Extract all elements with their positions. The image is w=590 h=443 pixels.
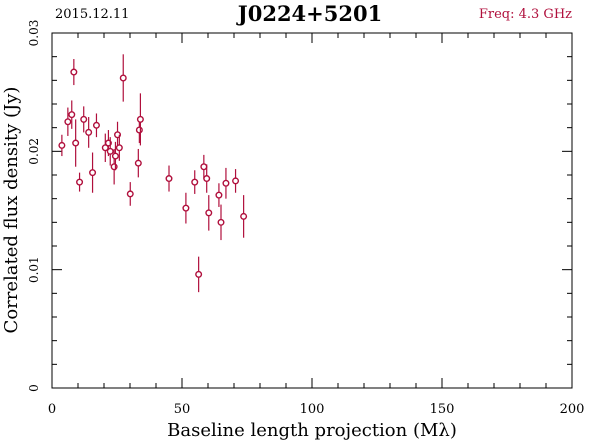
data-point xyxy=(232,169,240,193)
point-marker xyxy=(70,68,78,76)
data-point xyxy=(89,152,97,193)
data-point xyxy=(80,106,88,133)
point-marker xyxy=(240,212,248,220)
point-marker xyxy=(85,128,93,136)
y-tick-label: 0.02 xyxy=(27,138,41,165)
data-points xyxy=(58,54,248,293)
point-marker xyxy=(58,141,66,149)
point-marker xyxy=(165,175,173,183)
data-point xyxy=(136,93,144,146)
point-marker xyxy=(205,209,213,217)
x-tick-label: 150 xyxy=(430,402,455,417)
point-marker xyxy=(92,121,100,129)
data-point xyxy=(165,165,173,192)
point-marker xyxy=(182,204,190,212)
point-marker xyxy=(217,218,225,226)
point-marker xyxy=(191,178,199,186)
data-point xyxy=(240,195,248,238)
point-marker xyxy=(115,144,123,152)
point-marker xyxy=(110,163,118,171)
point-marker xyxy=(68,111,76,119)
point-marker xyxy=(232,177,240,185)
point-marker xyxy=(203,175,211,183)
data-point xyxy=(68,100,76,129)
point-marker xyxy=(126,190,134,198)
observation-date: 2015.12.11 xyxy=(55,7,129,22)
data-point xyxy=(203,164,211,193)
data-point xyxy=(126,182,134,206)
data-point xyxy=(64,107,72,136)
tick-labels: 0 50 100 150 200 0 0.01 0.02 0.03 xyxy=(27,20,584,417)
y-tick-label: 0.01 xyxy=(27,256,41,283)
x-tick-label: 0 xyxy=(48,402,56,417)
data-point xyxy=(217,204,225,241)
data-point xyxy=(76,172,84,192)
data-point xyxy=(222,167,230,199)
point-marker xyxy=(134,159,142,167)
point-marker xyxy=(195,270,203,278)
data-point xyxy=(70,59,78,86)
data-point xyxy=(58,134,66,157)
point-marker xyxy=(64,118,72,126)
point-marker xyxy=(106,147,114,155)
data-point xyxy=(191,170,199,194)
point-marker xyxy=(222,179,230,187)
data-point xyxy=(200,154,208,179)
point-marker xyxy=(135,126,143,134)
point-marker xyxy=(200,163,208,171)
data-point xyxy=(195,256,203,293)
data-point xyxy=(215,183,223,207)
x-axis-label: Baseline length projection (Mλ) xyxy=(167,420,457,441)
data-point xyxy=(134,148,142,178)
point-marker xyxy=(215,191,223,199)
y-tick-label: 0 xyxy=(27,384,41,392)
point-marker xyxy=(119,74,127,82)
data-point xyxy=(182,192,190,224)
x-tick-label: 50 xyxy=(174,402,191,417)
x-tick-label: 100 xyxy=(300,402,325,417)
frequency-label: Freq: 4.3 GHz xyxy=(479,7,572,22)
data-point xyxy=(111,141,119,171)
data-point xyxy=(205,195,213,231)
point-marker xyxy=(111,152,119,160)
y-tick-label: 0.03 xyxy=(27,20,41,47)
data-point xyxy=(115,134,123,161)
point-marker xyxy=(136,115,144,123)
data-point xyxy=(106,137,114,166)
plot-frame xyxy=(51,32,573,389)
data-point xyxy=(85,117,93,148)
point-marker xyxy=(72,139,80,147)
point-marker xyxy=(80,115,88,123)
data-point xyxy=(101,133,109,162)
x-tick-label: 200 xyxy=(560,402,585,417)
y-axis-label: Correlated flux density (Jy) xyxy=(1,87,22,334)
data-point xyxy=(119,54,127,102)
point-marker xyxy=(76,178,84,186)
chart-title: J0224+5201 xyxy=(236,1,382,26)
point-marker xyxy=(89,169,97,177)
data-point xyxy=(72,119,80,167)
axis-ticks xyxy=(51,32,573,389)
data-point xyxy=(92,113,100,138)
